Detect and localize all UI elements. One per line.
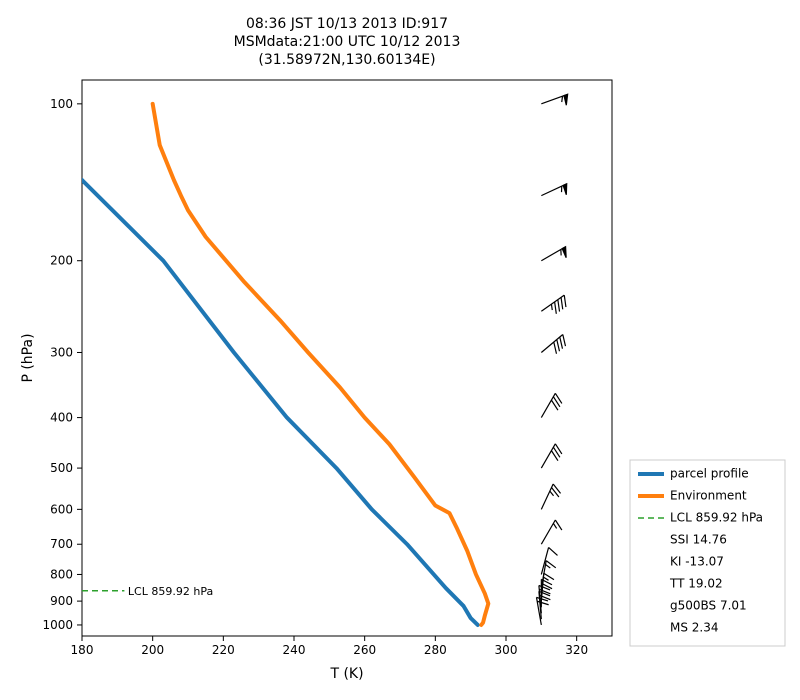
chart-title-line: MSMdata:21:00 UTC 10/12 2013	[234, 34, 461, 50]
x-tick-label: 200	[141, 643, 164, 657]
y-tick-label: 300	[50, 345, 73, 359]
skewt-chart: 08:36 JST 10/13 2013 ID:917 MSMdata:21:00…	[0, 0, 800, 700]
wind-barb	[541, 444, 562, 468]
x-tick-label: 220	[212, 643, 235, 657]
wind-barb	[541, 334, 565, 353]
y-tick-label: 600	[50, 502, 73, 516]
wind-barb	[541, 295, 566, 314]
x-tick-label: 260	[353, 643, 376, 657]
parcel-profile-line	[82, 180, 478, 625]
plot-area	[82, 80, 612, 636]
wind-barb	[541, 247, 566, 261]
legend-label: Environment	[670, 489, 747, 503]
wind-barb	[541, 94, 567, 105]
wind-barb	[541, 484, 560, 509]
legend-label: SSI 14.76	[670, 533, 727, 547]
wind-barb	[541, 520, 562, 544]
x-tick-label: 280	[424, 643, 447, 657]
wind-barb	[536, 597, 548, 625]
legend-label: KI -13.07	[670, 555, 724, 569]
chart-title-line: 08:36 JST 10/13 2013 ID:917	[246, 16, 448, 32]
y-tick-label: 100	[50, 97, 73, 111]
legend-label: LCL 859.92 hPa	[670, 511, 763, 525]
y-tick-label: 900	[50, 594, 73, 608]
x-tick-label: 300	[495, 643, 518, 657]
wind-barb	[541, 393, 562, 417]
legend-label: MS 2.34	[670, 621, 719, 635]
x-tick-label: 320	[565, 643, 588, 657]
legend-label: parcel profile	[670, 467, 749, 481]
wind-barb	[541, 184, 566, 196]
legend-label: g500BS 7.01	[670, 599, 747, 613]
wind-barb	[541, 547, 557, 574]
x-tick-label: 240	[283, 643, 306, 657]
y-tick-label: 800	[50, 567, 73, 581]
lcl-annotation: LCL 859.92 hPa	[128, 585, 213, 598]
x-axis-label: T (K)	[329, 666, 363, 682]
y-tick-label: 400	[50, 411, 73, 425]
chart-title-line: (31.58972N,130.60134E)	[258, 52, 435, 68]
y-tick-label: 200	[50, 254, 73, 268]
y-tick-label: 700	[50, 537, 73, 551]
legend-label: TT 19.02	[669, 577, 723, 591]
environment-line	[153, 104, 489, 625]
y-tick-label: 1000	[42, 618, 73, 632]
y-tick-label: 500	[50, 461, 73, 475]
y-axis-label: P (hPa)	[20, 333, 36, 382]
x-tick-label: 180	[71, 643, 94, 657]
